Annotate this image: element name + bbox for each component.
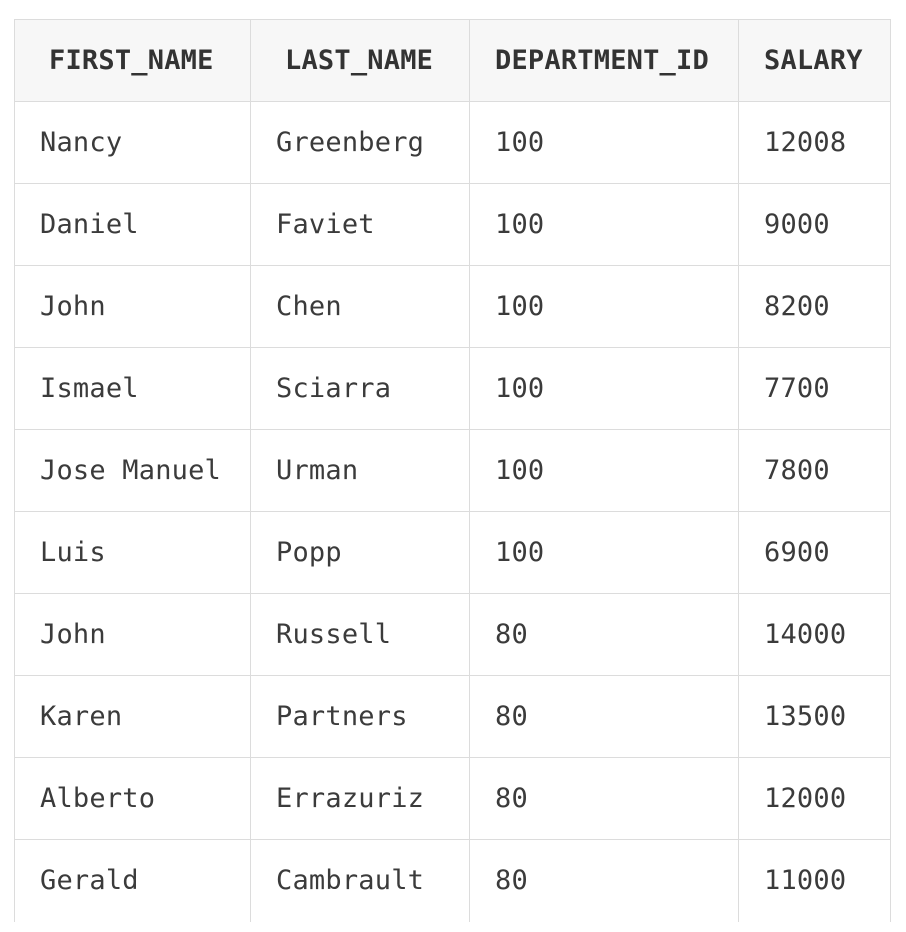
- table-row: John Russell 80 14000: [14, 593, 891, 676]
- table-row: Gerald Cambrault 80 11000: [14, 839, 891, 922]
- department-id-cell: 80: [469, 839, 739, 922]
- first-name-cell: Jose Manuel: [14, 429, 251, 512]
- first-name-cell: Luis: [14, 511, 251, 594]
- salary-cell: 12008: [738, 101, 891, 184]
- department-id-cell: 100: [469, 101, 739, 184]
- results-table: FIRST_NAME LAST_NAME DEPARTMENT_ID SALAR…: [14, 19, 891, 922]
- last-name-cell: Popp: [250, 511, 470, 594]
- salary-cell: 6900: [738, 511, 891, 594]
- salary-cell: 14000: [738, 593, 891, 676]
- department-id-cell: 100: [469, 511, 739, 594]
- results-table-container: FIRST_NAME LAST_NAME DEPARTMENT_ID SALAR…: [14, 19, 891, 922]
- last-name-cell: Chen: [250, 265, 470, 348]
- salary-cell: 9000: [738, 183, 891, 266]
- last-name-cell: Faviet: [250, 183, 470, 266]
- header-row: FIRST_NAME LAST_NAME DEPARTMENT_ID SALAR…: [14, 19, 891, 102]
- first-name-cell: Nancy: [14, 101, 251, 184]
- table-body: Nancy Greenberg 100 12008 Daniel Faviet 100 900…: [14, 101, 891, 922]
- column-header-last-name: LAST_NAME: [250, 19, 470, 102]
- last-name-cell: Sciarra: [250, 347, 470, 430]
- first-name-cell: Gerald: [14, 839, 251, 922]
- department-id-cell: 100: [469, 265, 739, 348]
- table-row: Jose Manuel Urman 100 7800: [14, 429, 891, 512]
- last-name-cell: Russell: [250, 593, 470, 676]
- table-row: Daniel Faviet 100 9000: [14, 183, 891, 266]
- salary-cell: 7700: [738, 347, 891, 430]
- department-id-cell: 100: [469, 183, 739, 266]
- department-id-cell: 80: [469, 593, 739, 676]
- department-id-cell: 100: [469, 429, 739, 512]
- first-name-cell: Ismael: [14, 347, 251, 430]
- last-name-cell: Greenberg: [250, 101, 470, 184]
- column-header-salary: SALARY: [738, 19, 891, 102]
- table-header: FIRST_NAME LAST_NAME DEPARTMENT_ID SALAR…: [14, 19, 891, 102]
- table-row: Karen Partners 80 13500: [14, 675, 891, 758]
- first-name-cell: Daniel: [14, 183, 251, 266]
- department-id-cell: 80: [469, 675, 739, 758]
- salary-cell: 13500: [738, 675, 891, 758]
- first-name-cell: John: [14, 593, 251, 676]
- table-row: Alberto Errazuriz 80 12000: [14, 757, 891, 840]
- department-id-cell: 100: [469, 347, 739, 430]
- first-name-cell: Alberto: [14, 757, 251, 840]
- salary-cell: 7800: [738, 429, 891, 512]
- last-name-cell: Errazuriz: [250, 757, 470, 840]
- department-id-cell: 80: [469, 757, 739, 840]
- table-row: Ismael Sciarra 100 7700: [14, 347, 891, 430]
- last-name-cell: Urman: [250, 429, 470, 512]
- table-row: Nancy Greenberg 100 12008: [14, 101, 891, 184]
- salary-cell: 8200: [738, 265, 891, 348]
- last-name-cell: Cambrault: [250, 839, 470, 922]
- salary-cell: 11000: [738, 839, 891, 922]
- last-name-cell: Partners: [250, 675, 470, 758]
- first-name-cell: Karen: [14, 675, 251, 758]
- salary-cell: 12000: [738, 757, 891, 840]
- first-name-cell: John: [14, 265, 251, 348]
- column-header-department-id: DEPARTMENT_ID: [469, 19, 739, 102]
- column-header-first-name: FIRST_NAME: [14, 19, 251, 102]
- table-row: Luis Popp 100 6900: [14, 511, 891, 594]
- table-row: John Chen 100 8200: [14, 265, 891, 348]
